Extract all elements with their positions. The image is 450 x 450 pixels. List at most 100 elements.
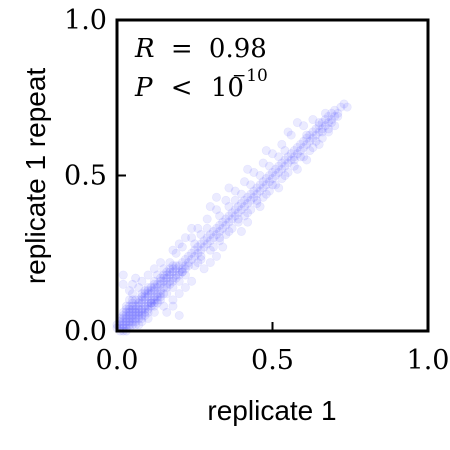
data-point	[146, 289, 156, 299]
data-point	[271, 164, 281, 174]
data-point	[299, 136, 309, 146]
data-point	[128, 307, 138, 317]
data-point	[124, 286, 134, 296]
data-point	[289, 146, 299, 156]
data-point	[180, 233, 190, 243]
data-point	[162, 273, 172, 283]
data-point	[140, 295, 150, 305]
data-point	[261, 189, 271, 199]
data-point	[267, 149, 277, 159]
data-point	[134, 295, 144, 305]
data-point	[124, 320, 134, 330]
data-point	[149, 298, 159, 308]
data-point	[171, 264, 181, 274]
data-point	[205, 245, 215, 255]
data-point	[208, 226, 218, 236]
data-point	[342, 102, 352, 112]
r-annotation: R = 0.98	[134, 34, 267, 64]
data-point	[330, 111, 340, 121]
data-point	[267, 167, 277, 177]
data-point	[140, 289, 150, 299]
data-point	[317, 124, 327, 134]
data-point	[159, 289, 169, 299]
data-point	[146, 298, 156, 308]
data-point	[140, 310, 150, 320]
svg-text:P < 10: P < 10	[134, 73, 244, 103]
data-point	[196, 230, 206, 240]
data-point	[255, 186, 265, 196]
data-point	[271, 171, 281, 181]
p-symbol: P	[134, 73, 153, 103]
data-point	[218, 217, 228, 227]
data-point	[162, 282, 172, 292]
data-point	[156, 292, 166, 302]
x-tick-label: 1.0	[407, 345, 450, 376]
data-point	[202, 214, 212, 224]
data-point	[146, 298, 156, 308]
data-point	[212, 251, 222, 261]
data-point	[177, 267, 187, 277]
data-point	[311, 124, 321, 134]
data-point	[295, 152, 305, 162]
data-point	[215, 236, 225, 246]
data-point	[258, 177, 268, 187]
data-point	[187, 254, 197, 264]
data-point	[156, 295, 166, 305]
data-point	[233, 202, 243, 212]
r-value: 0.98	[209, 34, 267, 64]
data-point	[202, 223, 212, 233]
data-point	[143, 304, 153, 314]
data-point	[274, 152, 284, 162]
data-point	[177, 267, 187, 277]
data-point	[146, 295, 156, 305]
data-point	[134, 320, 144, 330]
data-point	[156, 258, 166, 268]
data-point	[171, 248, 181, 258]
data-point	[162, 279, 172, 289]
data-point	[283, 152, 293, 162]
x-axis-label: replicate 1	[207, 395, 336, 426]
data-point	[146, 282, 156, 292]
data-point	[137, 310, 147, 320]
data-point	[149, 292, 159, 302]
data-point	[190, 245, 200, 255]
data-point	[295, 139, 305, 149]
data-point	[171, 273, 181, 283]
data-point	[317, 127, 327, 137]
data-point	[323, 127, 333, 137]
data-point	[124, 301, 134, 311]
data-point	[215, 220, 225, 230]
data-point	[261, 180, 271, 190]
data-point	[146, 286, 156, 296]
data-point	[264, 161, 274, 171]
data-point	[302, 133, 312, 143]
data-point	[205, 202, 215, 212]
data-point	[193, 248, 203, 258]
data-point	[236, 226, 246, 236]
data-point	[177, 264, 187, 274]
data-point	[128, 301, 138, 311]
data-point	[128, 314, 138, 324]
data-point	[196, 251, 206, 261]
data-point	[292, 164, 302, 174]
data-point	[118, 279, 128, 289]
data-point	[124, 314, 134, 324]
data-point	[289, 161, 299, 171]
data-point	[165, 267, 175, 277]
data-point	[180, 261, 190, 271]
data-point	[240, 177, 250, 187]
data-point	[184, 251, 194, 261]
data-point	[152, 292, 162, 302]
data-point	[196, 245, 206, 255]
data-point	[152, 298, 162, 308]
data-point	[128, 304, 138, 314]
ticks-layer: 0.0 0.5 1.0 0.0 0.5 1.0	[64, 5, 449, 376]
y-axis-label: replicate 1 repeat	[20, 68, 51, 285]
data-point	[224, 211, 234, 221]
data-point	[134, 304, 144, 314]
data-point	[131, 295, 141, 305]
data-point	[165, 264, 175, 274]
data-point	[305, 130, 315, 140]
data-point	[143, 286, 153, 296]
data-point	[299, 121, 309, 131]
